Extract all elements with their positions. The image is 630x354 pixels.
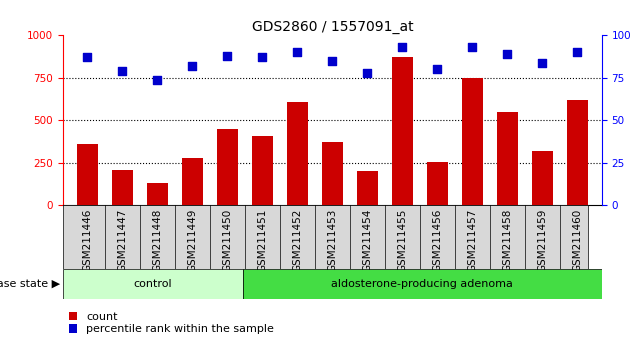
Text: GSM211448: GSM211448	[152, 209, 163, 272]
Point	[222, 53, 232, 59]
Point	[502, 51, 512, 57]
Point	[83, 55, 93, 60]
Bar	[462, 78, 483, 205]
Bar	[63, 269, 243, 299]
Text: GSM211456: GSM211456	[432, 209, 442, 272]
Bar	[496, 112, 518, 205]
Text: GSM211457: GSM211457	[467, 209, 478, 272]
Point	[572, 50, 582, 55]
Title: GDS2860 / 1557091_at: GDS2860 / 1557091_at	[251, 21, 413, 34]
Text: GSM211460: GSM211460	[572, 209, 582, 272]
Text: GSM211459: GSM211459	[537, 209, 547, 272]
Text: GSM211452: GSM211452	[292, 209, 302, 272]
Text: GSM211455: GSM211455	[398, 209, 407, 272]
Text: GSM211453: GSM211453	[328, 209, 337, 272]
Text: aldosterone-producing adenoma: aldosterone-producing adenoma	[331, 279, 513, 289]
Text: GSM211447: GSM211447	[117, 209, 127, 272]
Text: GSM211446: GSM211446	[83, 209, 93, 272]
Point	[152, 77, 163, 82]
Text: disease state ▶: disease state ▶	[0, 279, 60, 289]
Bar	[357, 171, 378, 205]
Point	[257, 55, 267, 60]
Bar	[532, 151, 553, 205]
Point	[537, 60, 547, 65]
Text: GSM211458: GSM211458	[502, 209, 512, 272]
Text: GSM211450: GSM211450	[222, 209, 232, 272]
Bar	[243, 269, 602, 299]
Bar	[147, 183, 168, 205]
Point	[432, 67, 442, 72]
Legend: count, percentile rank within the sample: count, percentile rank within the sample	[69, 312, 274, 334]
Text: GSM211454: GSM211454	[362, 209, 372, 272]
Text: GSM211451: GSM211451	[258, 209, 267, 272]
Point	[467, 45, 478, 50]
Bar	[322, 142, 343, 205]
Bar	[566, 100, 588, 205]
Bar	[77, 144, 98, 205]
Bar	[217, 129, 238, 205]
Bar	[182, 158, 203, 205]
Point	[117, 68, 127, 74]
Text: control: control	[134, 279, 172, 289]
Bar	[287, 102, 308, 205]
Bar	[112, 170, 133, 205]
Bar	[427, 162, 448, 205]
Text: GSM211449: GSM211449	[187, 209, 197, 272]
Bar	[252, 136, 273, 205]
Point	[187, 63, 197, 69]
Point	[362, 70, 372, 76]
Point	[328, 58, 338, 64]
Point	[292, 50, 302, 55]
Point	[398, 45, 408, 50]
Bar	[392, 57, 413, 205]
